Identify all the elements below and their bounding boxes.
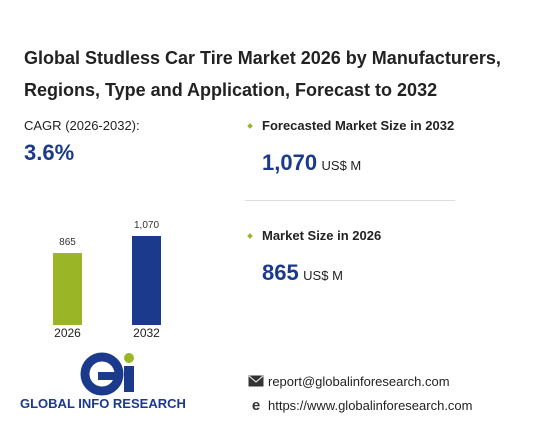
cagr-label-text: CAGR — [24, 118, 62, 133]
logo-dot — [124, 353, 134, 363]
stat-label: Market Size in 2026 — [262, 228, 382, 243]
website[interactable]: https://www.globalinforesearch.com — [268, 398, 473, 413]
bar-chart: 865 2026 1,070 2032 — [53, 220, 161, 340]
email-icon — [248, 375, 264, 387]
stat-value: 1,070 — [262, 150, 318, 175]
divider — [245, 200, 455, 201]
logo-g — [80, 352, 124, 396]
bar — [53, 253, 82, 325]
stat-label: Forecasted Market Size in 2032 — [262, 118, 455, 133]
web-icon: e — [252, 398, 260, 412]
cagr-label: CAGR (2026-2032): — [24, 118, 140, 133]
value-label: 865 — [59, 237, 76, 248]
bar — [132, 236, 161, 325]
value-label: 1,070 — [134, 220, 159, 231]
bullet — [247, 123, 253, 129]
bullet — [247, 233, 253, 239]
svg-text:e: e — [252, 398, 260, 412]
stat-unit: US$ M — [321, 158, 362, 173]
stat-unit: US$ M — [303, 268, 343, 283]
logo-i — [124, 366, 134, 392]
stat: 1,070 US$ M — [262, 150, 361, 176]
cagr-value: 3.6% — [24, 140, 75, 165]
x-tick-label: 2032 — [133, 326, 160, 340]
title: Global Studless Car Tire Market 2026 by … — [24, 48, 501, 100]
cagr-period: (2026-2032): — [65, 118, 140, 133]
logo-g-bar — [98, 372, 118, 380]
stat: 865 US$ M — [262, 260, 343, 286]
logo — [80, 352, 134, 396]
logo-text: GLOBAL INFO RESEARCH — [20, 396, 186, 411]
email[interactable]: report@globalinforesearch.com — [268, 374, 450, 389]
stat-value: 865 — [262, 260, 299, 285]
x-tick-label: 2026 — [54, 326, 81, 340]
